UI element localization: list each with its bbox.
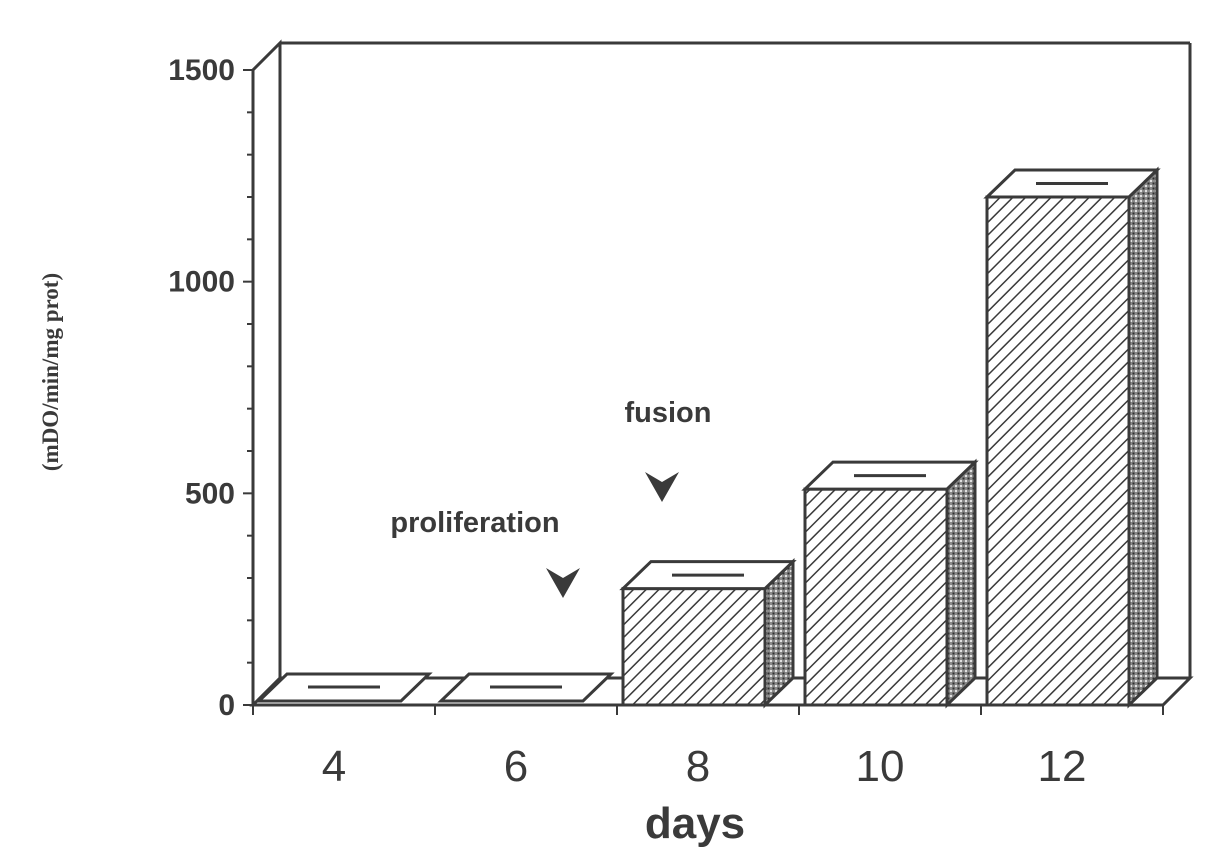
bar-10: 10 bbox=[801, 458, 979, 791]
y-axis-ticks: 0 500 1000 1500 bbox=[168, 54, 1164, 722]
bar-side-10 bbox=[945, 458, 977, 709]
y-axis-line bbox=[251, 39, 282, 705]
y-tick-label: 500 bbox=[185, 477, 235, 510]
bar-12: 12 bbox=[983, 166, 1161, 791]
x-tick-label: 8 bbox=[686, 742, 710, 791]
bar-front-10 bbox=[803, 487, 949, 707]
x-tick-label: 12 bbox=[1038, 742, 1087, 791]
x-tick-label: 4 bbox=[322, 742, 346, 791]
bar-side-12 bbox=[1127, 166, 1159, 709]
bar-front-8 bbox=[621, 587, 767, 707]
arrow-down-icon bbox=[546, 568, 580, 598]
bars: 4 6 8 10 12 bbox=[255, 166, 1161, 791]
x-tick-label: 10 bbox=[856, 742, 905, 791]
x-tick-label: 6 bbox=[504, 742, 528, 791]
annotation-fusion: fusion bbox=[625, 397, 712, 429]
annotation-proliferation: proliferation bbox=[390, 507, 559, 539]
bar-4: 4 bbox=[255, 672, 433, 791]
y-axis-label: (mDO/min/mg prot) bbox=[38, 273, 63, 471]
bar-6: 6 bbox=[437, 672, 615, 791]
bar-front-12 bbox=[985, 195, 1131, 707]
annotations: proliferation fusion bbox=[390, 397, 712, 598]
arrow-down-icon bbox=[645, 472, 679, 502]
y-tick-label: 1000 bbox=[168, 266, 235, 299]
x-axis-label: days bbox=[645, 799, 745, 848]
y-tick-label: 0 bbox=[218, 689, 235, 722]
y-tick-label: 1500 bbox=[168, 54, 235, 87]
bar-8: 8 bbox=[619, 558, 797, 791]
